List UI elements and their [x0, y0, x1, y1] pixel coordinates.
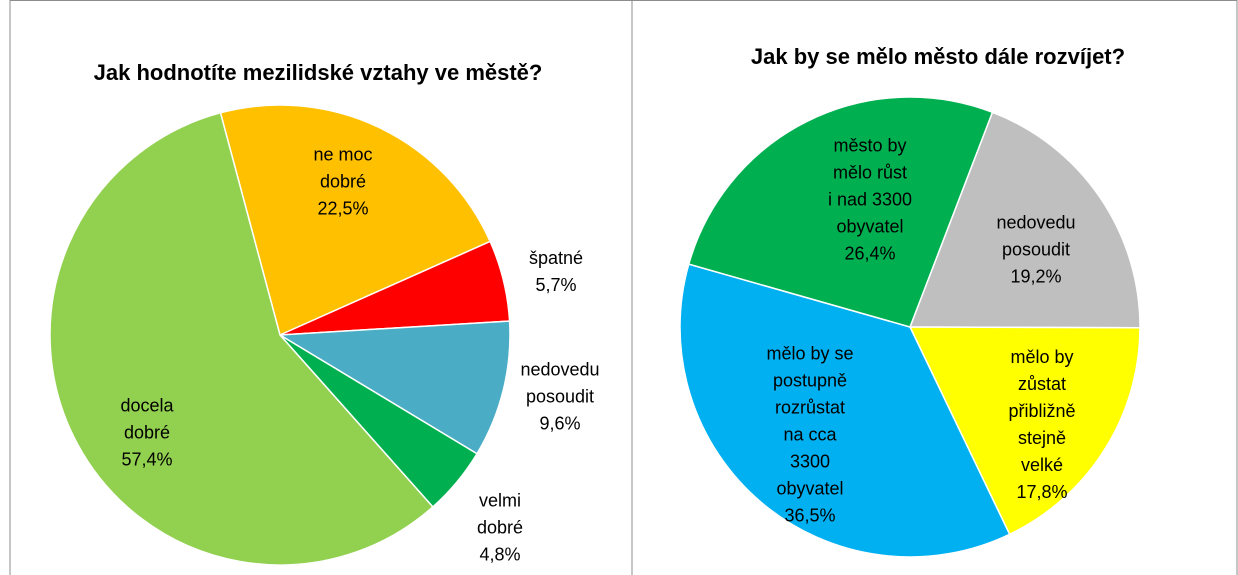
slice-category: nedovedu posoudit	[996, 212, 1076, 260]
slice-value: 57,4%	[121, 449, 173, 470]
pie-slice	[49, 111, 434, 566]
slice-label: velmi dobré 4,8%	[477, 488, 523, 569]
slice-label: docela dobré 57,4%	[120, 393, 173, 474]
slice-category: nedovedu posoudit	[520, 359, 600, 407]
slice-value: 36,5%	[784, 505, 836, 526]
pie-slice	[908, 111, 1141, 329]
slice-value: 4,8%	[479, 544, 521, 565]
slice-value: 26,4%	[844, 243, 896, 264]
slice-label: nedovedu posoudit 19,2%	[996, 210, 1075, 291]
chart-title: Jak hodnotíte mezilidské vztahy ve městě…	[94, 60, 543, 85]
slice-category: mělo by zůstat přibližně stejně velké	[1008, 347, 1076, 475]
slice-category: docela dobré	[120, 395, 174, 443]
slice-label: město by mělo růst i nad 3300 obyvatel 26…	[828, 133, 912, 268]
slice-value: 9,6%	[539, 413, 581, 434]
pie-slice	[687, 96, 994, 328]
slice-label: ne moc dobré 22,5%	[313, 142, 372, 223]
pie-slice	[679, 263, 1011, 558]
slice-value: 22,5%	[317, 198, 369, 219]
slice-label: špatné 5,7%	[529, 245, 583, 299]
slice-value: 5,7%	[535, 275, 577, 295]
pie-slice	[219, 104, 492, 337]
chart-title: Jak by se mělo město dále rozvíjet?	[751, 44, 1125, 69]
panel-border	[9, 0, 1238, 575]
slice-label: mělo by se postupně rozrůstat na cca 330…	[766, 341, 853, 530]
slice-label: nedovedu posoudit 9,6%	[520, 357, 599, 438]
slice-category: špatné	[528, 248, 584, 268]
slice-value: 19,2%	[1010, 266, 1062, 287]
slice-value: 17,8%	[1016, 482, 1068, 502]
slice-label: mělo by zůstat přibližně stejně velké 17,…	[1008, 344, 1075, 506]
slice-category: velmi dobré	[476, 490, 524, 538]
slice-category: město by mělo růst i nad 3300 obyvatel	[827, 135, 913, 237]
pie-slice	[277, 320, 511, 455]
slice-category: mělo by se postupně rozrůstat na cca 330…	[766, 343, 854, 499]
pie-slice	[908, 326, 1141, 536]
slice-category: ne moc dobré	[313, 144, 373, 192]
